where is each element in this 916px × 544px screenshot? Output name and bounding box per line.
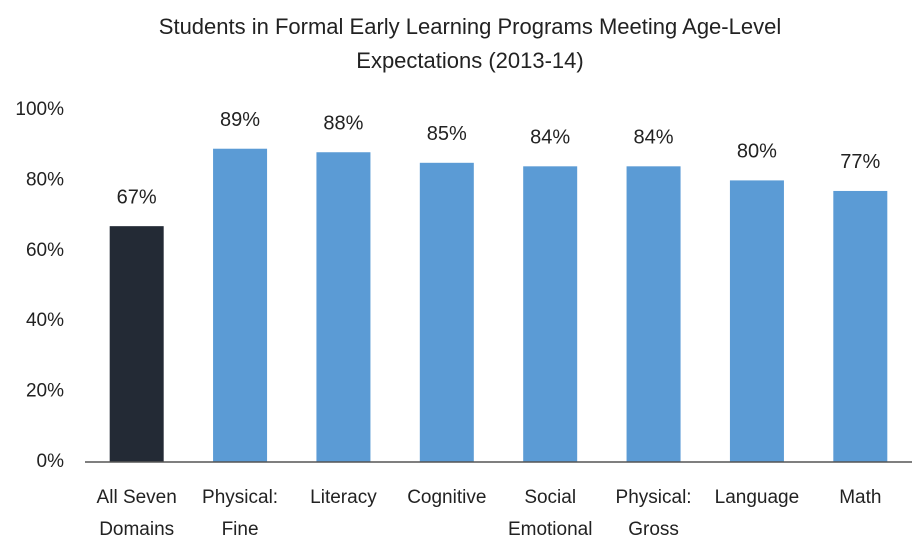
- value-label: 80%: [737, 141, 777, 163]
- x-tick-label: Social: [524, 487, 576, 508]
- chart-title: Students in Formal Early Learning Progra…: [159, 14, 781, 39]
- y-tick-label: 20%: [26, 381, 64, 402]
- y-tick-label: 60%: [26, 240, 64, 261]
- chart-title: Expectations (2013-14): [356, 48, 583, 73]
- bar: [213, 148, 268, 462]
- x-tick-label: Literacy: [310, 487, 377, 508]
- y-tick-label: 0%: [37, 451, 65, 472]
- bar: [109, 226, 164, 462]
- x-tick-label: Physical:: [616, 487, 692, 508]
- value-label: 85%: [427, 123, 467, 145]
- y-tick-label: 80%: [26, 169, 64, 190]
- value-label: 84%: [634, 127, 674, 149]
- bar: [419, 162, 474, 463]
- x-tick-label: Language: [715, 487, 800, 508]
- y-tick-label: 40%: [26, 310, 64, 331]
- value-label: 67%: [117, 186, 157, 208]
- x-tick-label: All Seven: [97, 487, 177, 508]
- value-label: 88%: [323, 113, 363, 135]
- x-tick-label: Emotional: [508, 519, 593, 540]
- x-tick-label: Cognitive: [407, 487, 486, 508]
- bar: [523, 166, 578, 462]
- bar: [833, 190, 888, 462]
- x-tick-label: Domains: [99, 519, 174, 540]
- value-label: 89%: [220, 109, 260, 131]
- x-tick-label: Gross: [628, 519, 679, 540]
- bar: [626, 166, 681, 462]
- bar: [316, 152, 371, 463]
- x-tick-label: Physical:: [202, 487, 278, 508]
- x-tick-label: Math: [839, 487, 881, 508]
- x-tick-label: Fine: [222, 519, 259, 540]
- y-tick-label: 100%: [15, 99, 64, 120]
- value-label: 77%: [840, 151, 880, 173]
- bar: [729, 180, 784, 462]
- value-label: 84%: [530, 127, 570, 149]
